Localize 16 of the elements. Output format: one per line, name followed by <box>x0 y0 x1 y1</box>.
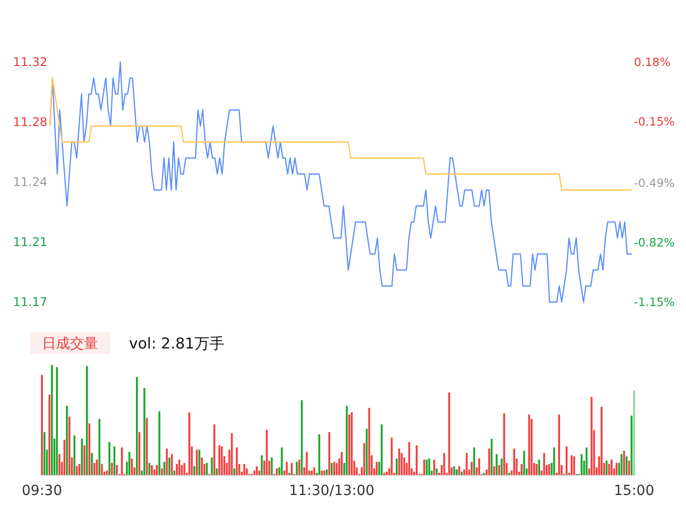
text: 日成交量 <box>42 336 98 352</box>
y2-tick-label: 0.18% <box>634 55 671 70</box>
y2-tick-label: -0.15% <box>634 114 675 129</box>
text: vol: 2.81万手 <box>129 334 224 352</box>
x-tick-label: 15:00 <box>614 483 654 499</box>
y2-tick-label: -0.82% <box>634 235 675 250</box>
y-tick-label: 11.24 <box>13 175 48 190</box>
x-tick-label: 09:30 <box>22 483 62 499</box>
y2-tick-label: -1.15% <box>634 295 675 310</box>
line-series <box>49 77 633 191</box>
y2-tick-label: -0.49% <box>634 176 675 190</box>
y-tick-label: 11.28 <box>13 115 48 130</box>
y-tick-label: 11.21 <box>13 235 48 250</box>
x-tick-label: 11:30/13:00 <box>289 483 374 499</box>
y-tick-label: 11.32 <box>13 55 48 70</box>
y-tick-label: 11.17 <box>13 295 48 310</box>
